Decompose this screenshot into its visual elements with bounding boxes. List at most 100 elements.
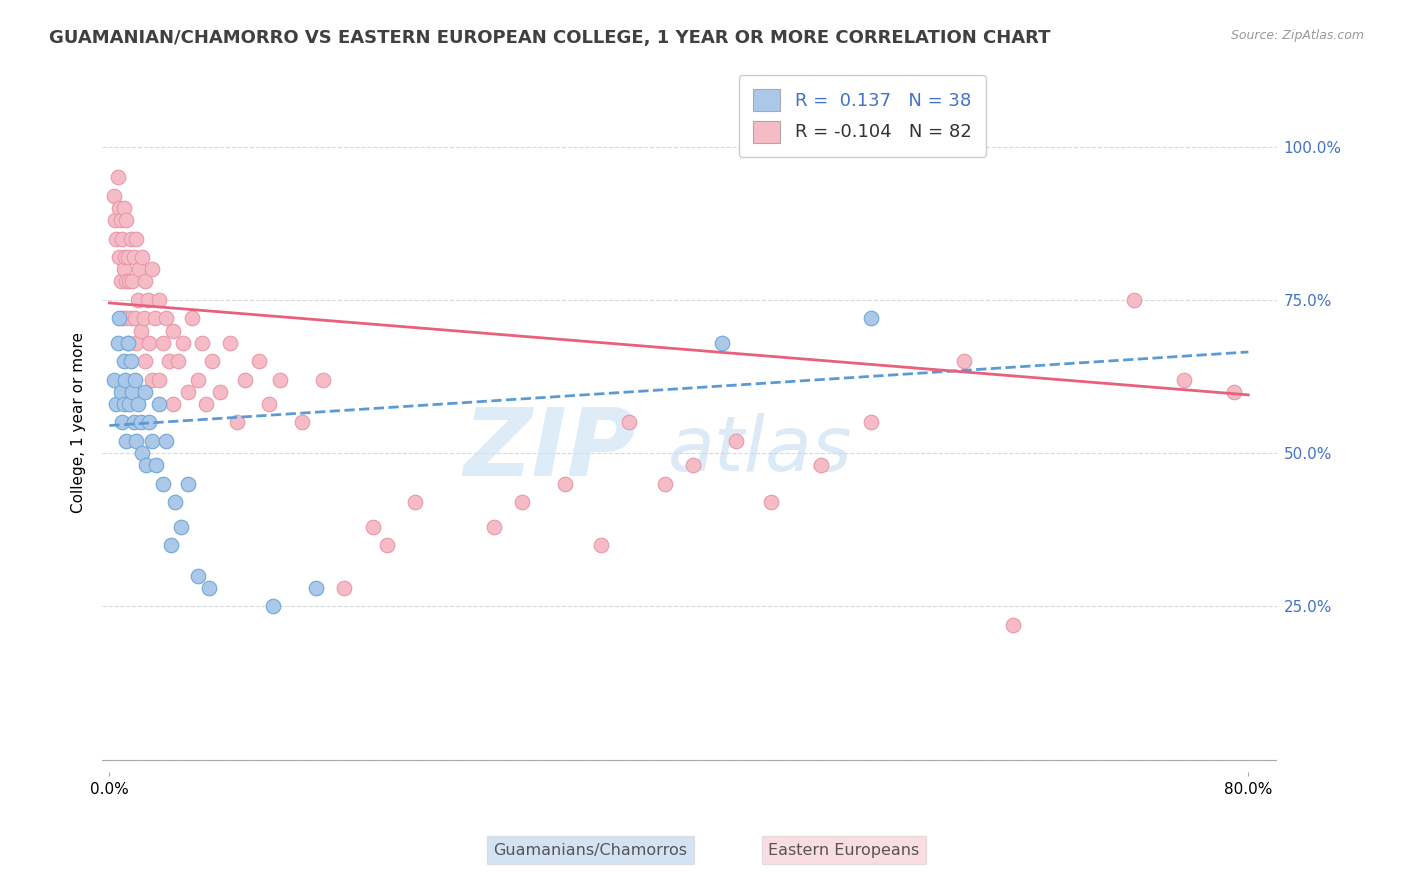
Point <box>117 335 139 350</box>
Point <box>112 397 135 411</box>
Point <box>136 293 159 307</box>
Text: Guamanians/Chamorros: Guamanians/Chamorros <box>494 843 688 857</box>
Point <box>105 397 128 411</box>
Point <box>111 231 134 245</box>
Point <box>554 476 576 491</box>
Point <box>117 335 139 350</box>
Point <box>145 458 167 473</box>
Point <box>110 213 132 227</box>
Point <box>129 416 152 430</box>
Point <box>305 581 328 595</box>
Point <box>198 581 221 595</box>
Point <box>312 373 335 387</box>
Point <box>860 311 883 326</box>
Point <box>510 495 533 509</box>
Point <box>141 434 163 448</box>
Point <box>226 416 249 430</box>
Point <box>589 538 612 552</box>
Point <box>108 201 131 215</box>
Point <box>125 434 148 448</box>
Point <box>148 397 170 411</box>
Point <box>118 397 141 411</box>
Point <box>157 354 180 368</box>
Point <box>169 520 191 534</box>
Legend: R =  0.137   N = 38, R = -0.104   N = 82: R = 0.137 N = 38, R = -0.104 N = 82 <box>738 75 986 157</box>
Point <box>209 384 232 399</box>
Point <box>162 397 184 411</box>
Point <box>1123 293 1146 307</box>
Point <box>134 384 156 399</box>
Point <box>108 250 131 264</box>
Text: ZIP: ZIP <box>464 404 637 497</box>
Point <box>114 311 136 326</box>
Point <box>115 434 138 448</box>
Point <box>180 311 202 326</box>
Point <box>233 373 256 387</box>
Point <box>761 495 783 509</box>
Y-axis label: College, 1 year or more: College, 1 year or more <box>72 332 86 513</box>
Point <box>710 335 733 350</box>
Point <box>121 384 143 399</box>
Point <box>1173 373 1195 387</box>
Point <box>952 354 974 368</box>
Point <box>124 311 146 326</box>
Point <box>120 231 142 245</box>
Point <box>110 275 132 289</box>
Point <box>114 250 136 264</box>
Point <box>269 373 291 387</box>
Point <box>115 275 138 289</box>
Point <box>107 170 129 185</box>
Point <box>155 311 177 326</box>
Text: GUAMANIAN/CHAMORRO VS EASTERN EUROPEAN COLLEGE, 1 YEAR OR MORE CORRELATION CHART: GUAMANIAN/CHAMORRO VS EASTERN EUROPEAN C… <box>49 29 1050 46</box>
Point <box>115 213 138 227</box>
Point <box>361 520 384 534</box>
Text: Eastern Europeans: Eastern Europeans <box>768 843 920 857</box>
Point <box>247 354 270 368</box>
Text: Source: ZipAtlas.com: Source: ZipAtlas.com <box>1230 29 1364 42</box>
Point <box>404 495 426 509</box>
Point <box>131 446 153 460</box>
Point <box>124 373 146 387</box>
Point <box>111 416 134 430</box>
Point <box>143 311 166 326</box>
Point <box>129 324 152 338</box>
Point <box>125 335 148 350</box>
Point <box>155 434 177 448</box>
Point <box>138 416 160 430</box>
Point <box>132 311 155 326</box>
Point <box>128 262 150 277</box>
Point <box>195 397 218 411</box>
Point <box>134 354 156 368</box>
Point <box>1223 384 1246 399</box>
Point <box>118 275 141 289</box>
Point <box>148 293 170 307</box>
Point <box>112 354 135 368</box>
Point <box>112 201 135 215</box>
Point <box>172 335 194 350</box>
Point <box>724 434 747 448</box>
Text: atlas: atlas <box>668 414 852 487</box>
Point <box>187 568 209 582</box>
Point <box>148 373 170 387</box>
Point <box>135 458 157 473</box>
Point <box>111 311 134 326</box>
Point <box>131 250 153 264</box>
Point <box>1002 617 1025 632</box>
Point <box>219 335 242 350</box>
Point <box>134 275 156 289</box>
Point <box>262 599 284 614</box>
Point <box>159 538 181 552</box>
Point <box>121 275 143 289</box>
Point <box>104 213 127 227</box>
Point <box>122 250 145 264</box>
Point <box>654 476 676 491</box>
Point <box>333 581 356 595</box>
Point <box>105 231 128 245</box>
Point <box>860 416 883 430</box>
Point <box>141 373 163 387</box>
Point <box>201 354 224 368</box>
Point <box>152 476 174 491</box>
Point <box>482 520 505 534</box>
Point <box>127 293 149 307</box>
Point <box>176 384 198 399</box>
